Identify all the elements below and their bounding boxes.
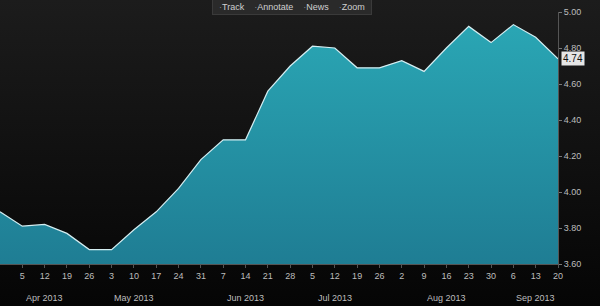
svg-text:10: 10 bbox=[129, 271, 139, 281]
svg-text:21: 21 bbox=[263, 271, 273, 281]
svg-text:19: 19 bbox=[352, 271, 362, 281]
svg-text:4.40: 4.40 bbox=[564, 115, 582, 125]
html-text:Annotate: Annotate bbox=[257, 2, 294, 12]
svg-text:17: 17 bbox=[151, 271, 161, 281]
svg-text:31: 31 bbox=[196, 271, 206, 281]
svg-text:Jun 2013: Jun 2013 bbox=[227, 293, 264, 303]
svg-text:30: 30 bbox=[486, 271, 496, 281]
svg-text:3.80: 3.80 bbox=[564, 223, 582, 233]
svg-text:12: 12 bbox=[40, 271, 50, 281]
svg-text:28: 28 bbox=[285, 271, 295, 281]
svg-text:Aug 2013: Aug 2013 bbox=[427, 293, 466, 303]
svg-text:2: 2 bbox=[399, 271, 404, 281]
svg-text:14: 14 bbox=[241, 271, 251, 281]
svg-text:Jul 2013: Jul 2013 bbox=[318, 293, 352, 303]
svg-text:4.80: 4.80 bbox=[564, 43, 582, 53]
svg-text:Sep 2013: Sep 2013 bbox=[516, 293, 555, 303]
svg-text:3: 3 bbox=[109, 271, 114, 281]
svg-text:4.20: 4.20 bbox=[564, 151, 582, 161]
svg-text:16: 16 bbox=[441, 271, 451, 281]
svg-text:13: 13 bbox=[531, 271, 541, 281]
svg-text:19: 19 bbox=[62, 271, 72, 281]
svg-text:26: 26 bbox=[374, 271, 384, 281]
svg-text:4.00: 4.00 bbox=[564, 187, 582, 197]
svg-text:5.00: 5.00 bbox=[564, 7, 582, 17]
svg-text:9: 9 bbox=[422, 271, 427, 281]
html-text:News: News bbox=[306, 2, 329, 12]
html-text:Zoom: Zoom bbox=[341, 2, 365, 12]
svg-text:7: 7 bbox=[221, 271, 226, 281]
svg-text:24: 24 bbox=[174, 271, 184, 281]
svg-text:May 2013: May 2013 bbox=[114, 293, 154, 303]
svg-text:4.74: 4.74 bbox=[563, 53, 583, 64]
svg-text:4.60: 4.60 bbox=[564, 79, 582, 89]
svg-text:12: 12 bbox=[330, 271, 340, 281]
svg-text:6: 6 bbox=[511, 271, 516, 281]
svg-text:23: 23 bbox=[464, 271, 474, 281]
svg-text:Apr 2013: Apr 2013 bbox=[26, 293, 63, 303]
html-text:Track: Track bbox=[222, 2, 245, 12]
svg-text:26: 26 bbox=[84, 271, 94, 281]
svg-text:5: 5 bbox=[310, 271, 315, 281]
svg-text:20: 20 bbox=[553, 271, 563, 281]
svg-text:3.60: 3.60 bbox=[564, 259, 582, 269]
svg-text:5: 5 bbox=[20, 271, 25, 281]
